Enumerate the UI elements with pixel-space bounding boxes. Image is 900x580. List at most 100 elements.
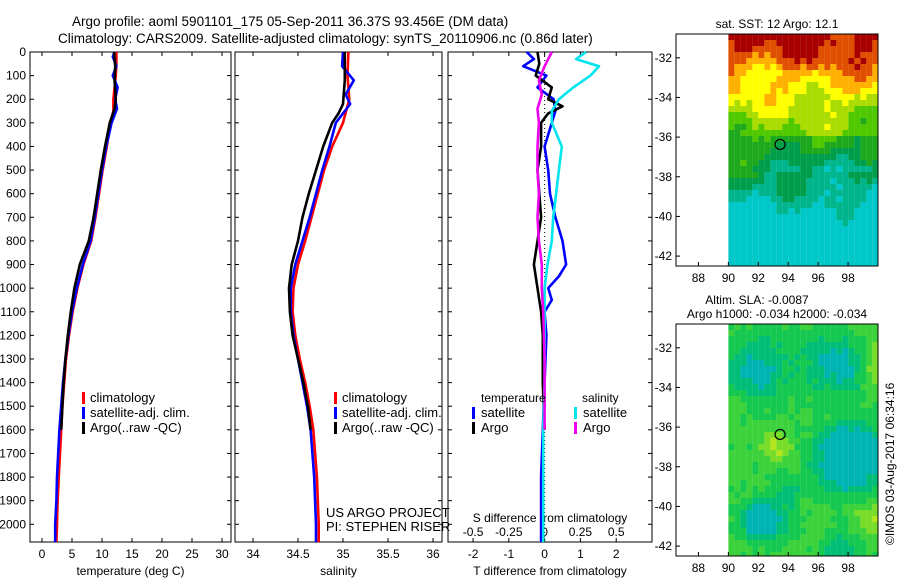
- map-cell: [836, 202, 843, 208]
- map-cell: [800, 414, 807, 420]
- map-cell: [728, 396, 735, 402]
- map-cell: [872, 190, 879, 196]
- map-cell: [800, 348, 807, 354]
- map-cell: [788, 408, 795, 414]
- map-cell: [752, 432, 759, 438]
- map-cell: [842, 112, 849, 118]
- map-cell: [770, 82, 777, 88]
- map-cell: [764, 492, 771, 498]
- map-cell: [830, 528, 837, 534]
- map-cell: [788, 154, 795, 160]
- map-cell: [842, 510, 849, 516]
- map-cell: [770, 324, 777, 330]
- map-cell: [734, 184, 741, 190]
- map-cell: [806, 244, 813, 250]
- map-cell: [770, 88, 777, 94]
- map-cell: [872, 420, 879, 426]
- map-cell: [872, 438, 879, 444]
- map-cell: [788, 552, 795, 556]
- x-tick-label: 30: [215, 547, 229, 561]
- map-cell: [770, 166, 777, 172]
- map-cell: [788, 432, 795, 438]
- map-cell: [806, 450, 813, 456]
- map-cell: [854, 522, 861, 528]
- map-cell: [788, 58, 795, 64]
- map-cell: [812, 528, 819, 534]
- map-cell: [734, 420, 741, 426]
- map-cell: [734, 70, 741, 76]
- map-cell: [752, 214, 759, 220]
- map-cell: [788, 462, 795, 468]
- map-cell: [824, 196, 831, 202]
- map-cell: [746, 76, 753, 82]
- map-cell: [806, 64, 813, 70]
- map-cell: [812, 552, 819, 556]
- map-cell: [806, 498, 813, 504]
- map-cell: [830, 238, 837, 244]
- map-cell: [770, 402, 777, 408]
- map-cell: [770, 154, 777, 160]
- map-cell: [872, 516, 879, 522]
- map-cell: [782, 402, 789, 408]
- legend-swatch: [82, 392, 85, 404]
- map-cell: [836, 360, 843, 366]
- legend-label: satellite-adj. clim.: [90, 405, 190, 420]
- map-cell: [818, 118, 825, 124]
- x-tick-label: -1: [504, 547, 515, 561]
- map-cell: [770, 384, 777, 390]
- map-cell: [824, 402, 831, 408]
- map-cell: [860, 504, 867, 510]
- map-cell: [824, 202, 831, 208]
- map-cell: [860, 124, 867, 130]
- map-cell: [806, 540, 813, 546]
- map-cell: [758, 160, 765, 166]
- map-cell: [776, 106, 783, 112]
- map-cell: [848, 70, 855, 76]
- map-cell: [788, 142, 795, 148]
- map-cell: [746, 64, 753, 70]
- map-cell: [770, 118, 777, 124]
- map-cell: [830, 202, 837, 208]
- map-cell: [794, 58, 801, 64]
- map-cell: [734, 510, 741, 516]
- map-cell: [818, 226, 825, 232]
- map-cell: [746, 348, 753, 354]
- map-cell: [746, 250, 753, 256]
- map-cell: [860, 450, 867, 456]
- map-cell: [806, 142, 813, 148]
- map-cell: [854, 384, 861, 390]
- map-cell: [752, 34, 759, 40]
- map-cell: [740, 202, 747, 208]
- map-cell: [872, 82, 879, 88]
- map-cell: [758, 70, 765, 76]
- map-cell: [854, 64, 861, 70]
- legend-swatch: [472, 422, 475, 434]
- map-cell: [824, 324, 831, 330]
- map-cell: [788, 468, 795, 474]
- map-cell: [824, 154, 831, 160]
- y-tick-label: 900: [6, 258, 26, 272]
- map-cell: [866, 534, 873, 540]
- map-cell: [752, 426, 759, 432]
- map-cell: [734, 552, 741, 556]
- map-cell: [764, 124, 771, 130]
- map-cell: [848, 208, 855, 214]
- map-cell: [872, 250, 879, 256]
- map-cell: [860, 378, 867, 384]
- map-cell: [842, 76, 849, 82]
- map-cell: [872, 148, 879, 154]
- map-cell: [746, 58, 753, 64]
- map-cell: [734, 220, 741, 226]
- map-cell: [830, 250, 837, 256]
- map-cell: [860, 166, 867, 172]
- map-cell: [800, 462, 807, 468]
- map-cell: [788, 184, 795, 190]
- map-cell: [866, 244, 873, 250]
- map-cell: [794, 330, 801, 336]
- map-cell: [740, 408, 747, 414]
- map-cell: [758, 142, 765, 148]
- map-cell: [776, 46, 783, 52]
- map-cell: [800, 360, 807, 366]
- map-cell: [788, 342, 795, 348]
